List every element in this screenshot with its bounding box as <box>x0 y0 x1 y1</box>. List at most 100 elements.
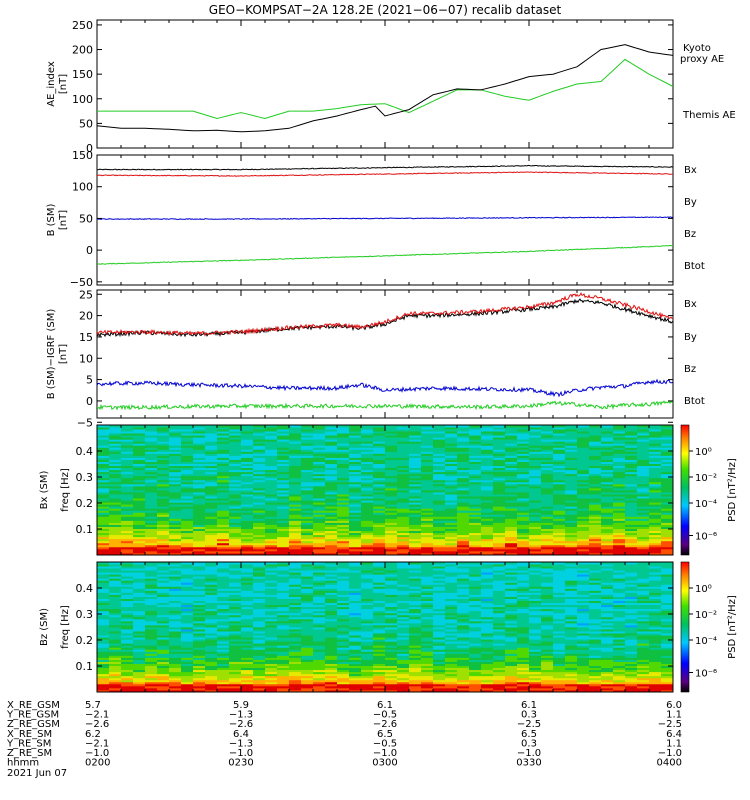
spectrogram-cell <box>541 510 554 513</box>
spectrogram-cell <box>661 522 674 525</box>
spectrogram-cell <box>529 498 542 501</box>
spectrogram-cell <box>313 548 326 552</box>
spectrogram-cell <box>613 449 626 452</box>
spectrogram-cell <box>577 508 590 511</box>
spectrogram-cell <box>541 532 554 536</box>
spectrogram-cell <box>97 602 110 606</box>
spectrogram-cell <box>349 689 362 693</box>
spectrogram-cell <box>505 475 518 479</box>
spectrogram-cell <box>217 546 230 550</box>
spectrogram-cell <box>529 548 542 552</box>
spectrogram-cell <box>133 506 146 509</box>
spectrogram-cell <box>289 542 302 546</box>
spectrogram-cell <box>193 598 206 601</box>
spectrogram-cell <box>265 481 278 485</box>
spectrogram-cell <box>601 475 614 479</box>
spectrogram-cell <box>229 655 242 658</box>
spectrogram-cell <box>433 502 446 505</box>
spectrogram-cell <box>241 572 254 575</box>
spectrogram-cell <box>661 518 674 521</box>
spectrogram-cell <box>601 534 614 538</box>
spectrogram-cell <box>637 498 650 501</box>
spectrogram-cell <box>613 542 626 546</box>
spectrogram-cell <box>169 604 182 608</box>
spectrogram-cell <box>301 461 314 464</box>
spectrogram-cell <box>277 598 290 601</box>
spectrogram-cell <box>241 681 254 685</box>
spectrogram-cell <box>157 631 170 634</box>
spectrogram-cell <box>625 510 638 513</box>
spectrogram-cell <box>373 681 386 685</box>
spectrogram-cell <box>193 457 206 460</box>
spectrogram-cell <box>109 653 122 656</box>
spectrogram-cell <box>349 653 362 656</box>
spectrogram-cell <box>661 490 674 493</box>
spectrogram-cell <box>205 586 218 589</box>
spectrogram-cell <box>181 504 194 507</box>
spectrogram-cell <box>265 651 278 654</box>
y-tick-label: 15 <box>79 331 93 344</box>
spectrogram-cell <box>289 657 302 660</box>
spectrogram-cell <box>241 629 254 632</box>
spectrogram-cell <box>229 449 242 452</box>
spectrogram-cell <box>205 504 218 507</box>
spectrogram-cell <box>133 683 146 687</box>
spectrogram-cell <box>109 645 122 648</box>
spectrogram-cell <box>121 649 134 652</box>
spectrogram-cell <box>145 647 158 650</box>
spectrogram-cell <box>169 586 182 589</box>
spectrogram-cell <box>157 582 170 585</box>
spectrogram-cell <box>373 574 386 577</box>
spectrogram-cell <box>217 479 230 483</box>
spectrogram-cell <box>241 564 254 567</box>
spectrogram-cell <box>553 479 566 483</box>
spectrogram-cell <box>193 663 206 666</box>
spectrogram-cell <box>373 669 386 673</box>
spectrogram-cell <box>409 431 422 434</box>
spectrogram-cell <box>289 490 302 493</box>
spectrogram-cell <box>169 576 182 579</box>
spectrogram-cell <box>157 641 170 644</box>
spectrogram-cell <box>481 483 494 487</box>
spectrogram-cell <box>109 649 122 652</box>
spectrogram-cell <box>493 526 506 529</box>
spectrogram-cell <box>301 596 314 599</box>
spectrogram-cell <box>253 536 266 540</box>
spectrogram-cell <box>505 524 518 527</box>
spectrogram-cell <box>301 473 314 477</box>
spectrogram-cell <box>169 588 182 591</box>
spectrogram-cell <box>157 637 170 640</box>
spectrogram-cell <box>649 492 662 495</box>
spectrogram-cell <box>193 479 206 483</box>
spectrogram-cell <box>157 629 170 632</box>
spectrogram-cell <box>337 552 350 556</box>
spectrogram-cell <box>121 461 134 464</box>
spectrogram-cell <box>325 445 338 448</box>
spectrogram-cell <box>325 586 338 589</box>
spectrogram-cell <box>217 532 230 536</box>
spectrogram-cell <box>157 608 170 612</box>
spectrogram-cell <box>385 590 398 593</box>
spectrogram-cell <box>385 502 398 505</box>
spectrogram-cell <box>649 528 662 532</box>
spectrogram-cell <box>649 425 662 428</box>
spectrogram-cell <box>445 492 458 495</box>
spectrogram-cell <box>157 530 170 534</box>
spectrogram-cell <box>229 425 242 428</box>
spectrogram-cell <box>337 439 350 442</box>
spectrogram-cell <box>409 496 422 499</box>
spectrogram-cell <box>337 582 350 585</box>
spectrogram-cell <box>529 487 542 491</box>
spectrogram-cell <box>337 598 350 601</box>
spectrogram-cell <box>349 612 362 616</box>
spectrogram-cell <box>661 431 674 434</box>
spectrogram-cell <box>589 437 602 440</box>
spectrogram-cell <box>577 485 590 489</box>
spectrogram-cell <box>289 594 302 597</box>
spectrogram-cell <box>145 665 158 669</box>
spectrogram-cell <box>277 455 290 458</box>
spectrogram-cell <box>97 453 110 456</box>
spectrogram-cell <box>109 510 122 513</box>
spectrogram-cell <box>145 641 158 644</box>
spectrogram-cell <box>349 510 362 513</box>
